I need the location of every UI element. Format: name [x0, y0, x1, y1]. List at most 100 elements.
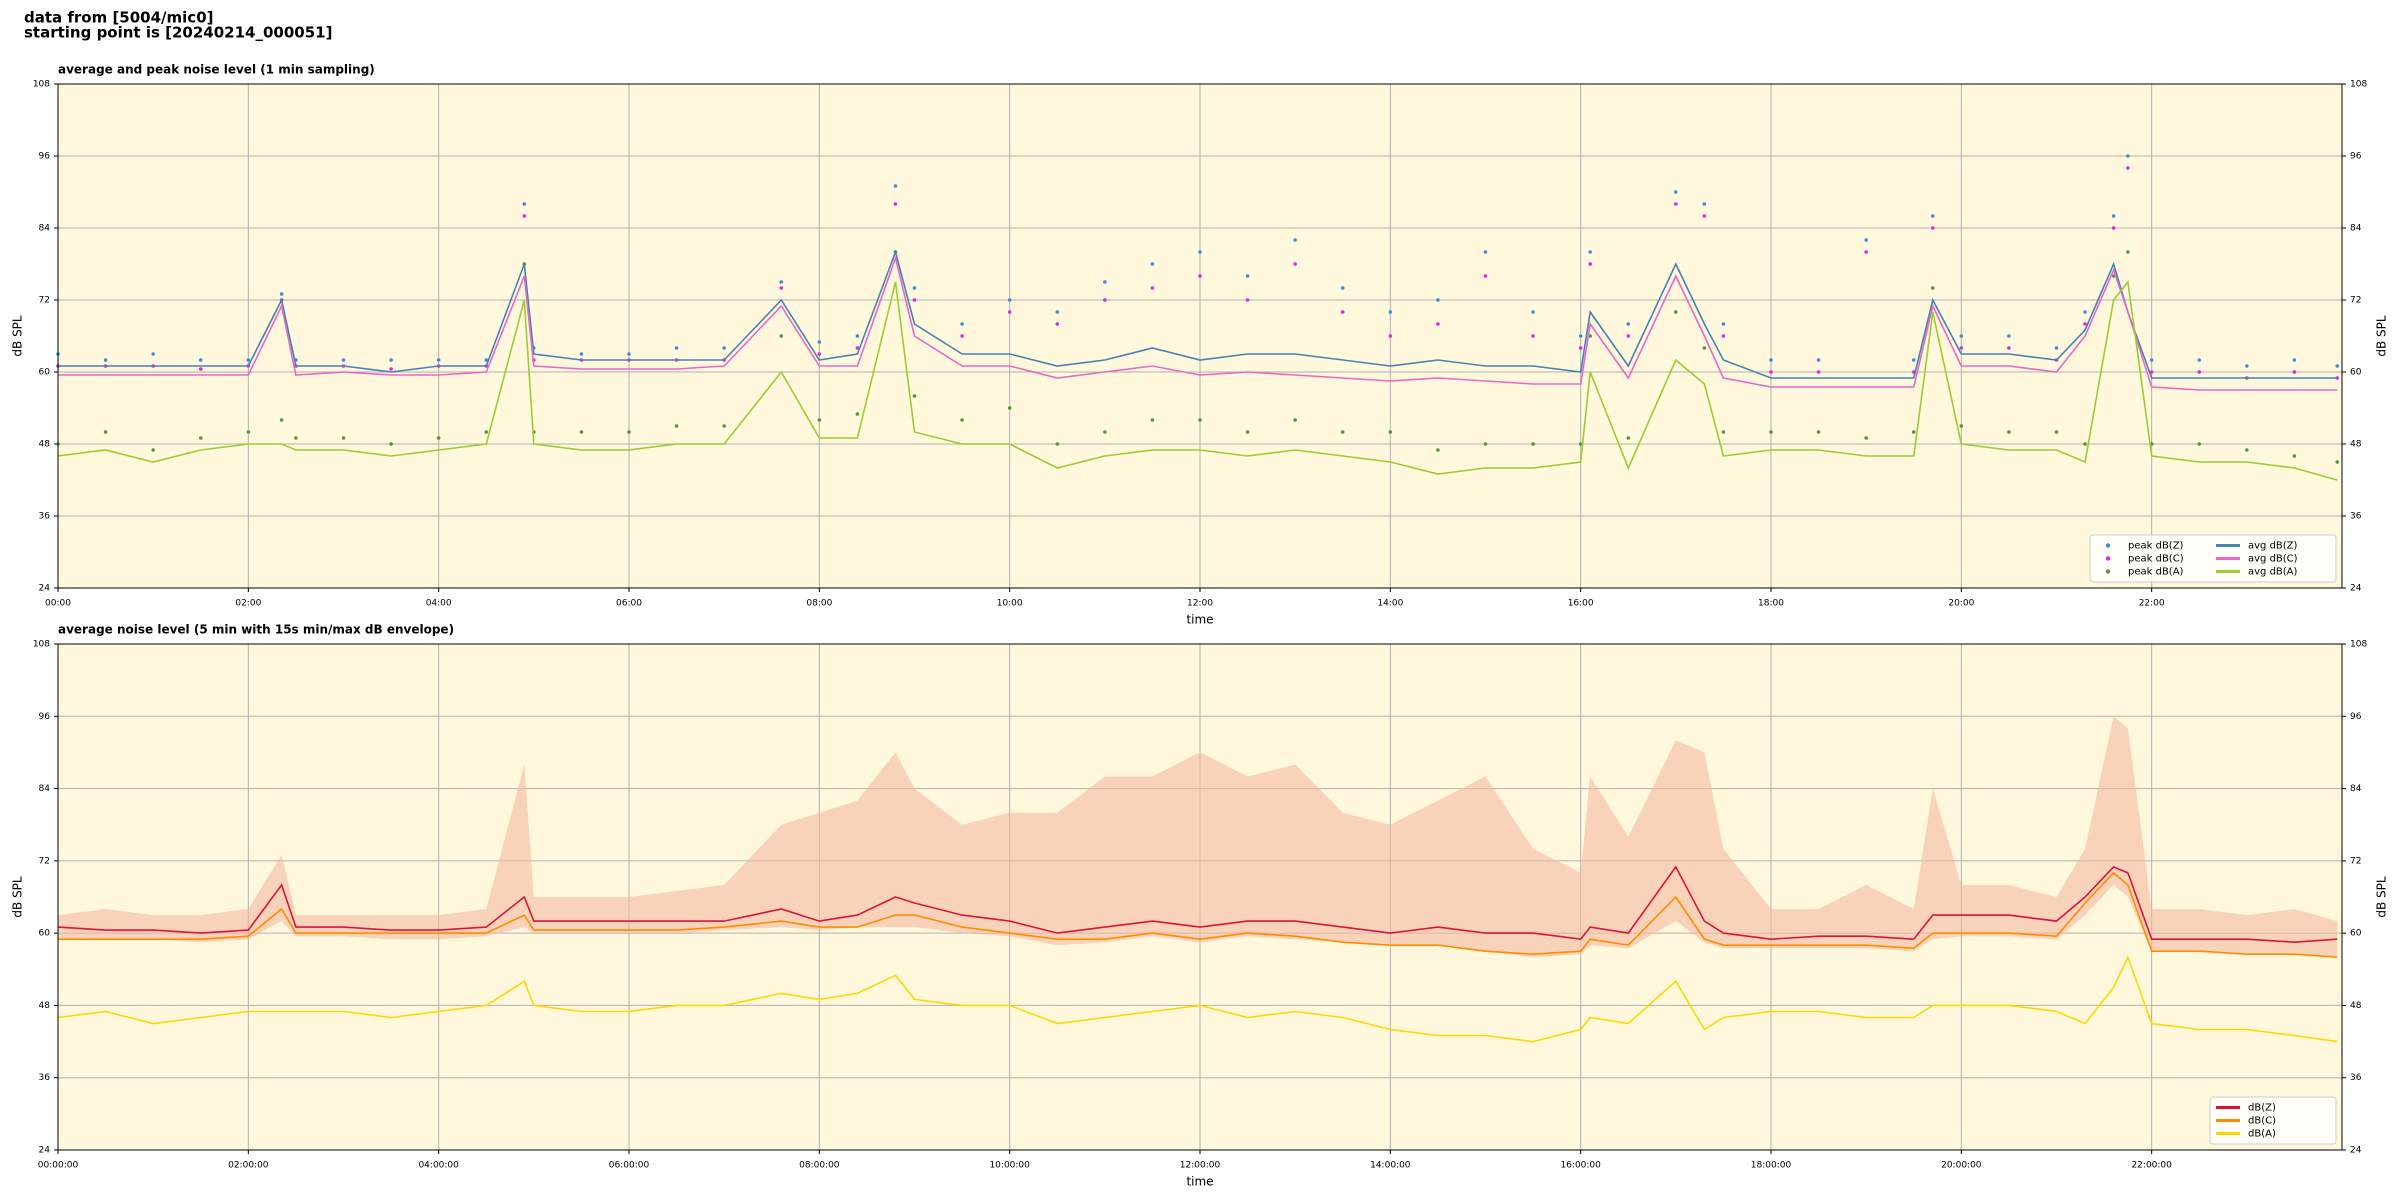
x-tick-label: 14:00 [1377, 599, 1403, 609]
y-tick-label: 24 [2350, 584, 2362, 594]
x-tick-label: 20:00 [1948, 599, 1974, 609]
peak-point [912, 394, 917, 398]
y-tick-label: 60 [2350, 929, 2362, 939]
y-tick-label: 48 [39, 440, 51, 450]
peak-point [960, 334, 964, 338]
y-tick-label: 84 [2350, 784, 2362, 794]
peak-point [2149, 358, 2154, 362]
legend-marker [2105, 569, 2111, 574]
peak-point [2126, 250, 2130, 254]
y-tick-label: 108 [2350, 80, 2367, 90]
x-tick-label: 04:00 [426, 599, 452, 609]
peak-point [722, 346, 726, 350]
peak-point [1388, 334, 1393, 338]
y-tick-label: 96 [39, 152, 51, 162]
peak-point [1388, 430, 1393, 434]
peak-point [722, 424, 726, 428]
peak-point [674, 424, 679, 428]
y-axis-label: dB SPL [2375, 876, 2389, 918]
y-tick-label: 72 [2350, 856, 2361, 866]
legend-label: peak dB(A) [2128, 567, 2184, 578]
peak-point [579, 352, 584, 356]
peak-point [484, 430, 489, 434]
peak-point [1816, 370, 1821, 374]
peak-point [1769, 370, 1773, 374]
peak-point [1483, 274, 1488, 278]
peak-point [2292, 358, 2297, 362]
y-tick-label: 72 [39, 856, 50, 866]
peak-point [2007, 346, 2011, 350]
header-line: starting point is [20240214_000051] [24, 24, 332, 42]
x-axis-label: time [1186, 613, 1213, 627]
peak-point [341, 358, 346, 362]
y-axis-label: dB SPL [11, 315, 25, 357]
peak-point [198, 436, 203, 440]
peak-point [389, 367, 393, 371]
peak-point [960, 418, 964, 422]
peak-point [1293, 418, 1297, 422]
peak-point [1816, 358, 1821, 362]
x-tick-label: 22:00:00 [2131, 1161, 2172, 1171]
peak-point [1769, 430, 1773, 434]
peak-point [1531, 310, 1535, 314]
peak-point [627, 352, 631, 356]
peak-point [1930, 226, 1935, 230]
peak-point [1769, 358, 1773, 362]
peak-point [1055, 442, 1060, 446]
x-tick-label: 10:00 [997, 599, 1023, 609]
y-tick-label: 60 [39, 368, 51, 378]
peak-point [674, 346, 679, 350]
peak-point [2054, 430, 2059, 434]
x-tick-label: 10:00:00 [989, 1161, 1030, 1171]
y-axis-label: dB SPL [11, 876, 25, 918]
peak-point [2292, 454, 2297, 458]
x-tick-label: 04:00:00 [418, 1161, 459, 1171]
peak-point [1007, 298, 1012, 302]
peak-point [960, 322, 964, 326]
peak-point [1674, 202, 1678, 206]
y-tick-label: 60 [2350, 368, 2362, 378]
y-tick-label: 96 [2350, 152, 2362, 162]
peak-point [1959, 424, 1964, 428]
peak-point [893, 202, 898, 206]
peak-point [1150, 286, 1155, 290]
y-tick-label: 48 [2350, 440, 2362, 450]
x-tick-label: 08:00:00 [799, 1161, 840, 1171]
peak-point [1930, 214, 1935, 218]
peak-point [2197, 442, 2202, 446]
peak-point [484, 358, 489, 362]
peak-point [279, 418, 284, 422]
chart-title: average and peak noise level (1 min samp… [58, 63, 375, 77]
peak-point [2126, 166, 2130, 170]
peak-point [1007, 310, 1012, 314]
peak-point [1103, 298, 1107, 302]
peak-point [2335, 364, 2340, 368]
legend-marker [2105, 543, 2111, 548]
peak-point [1578, 346, 1583, 350]
plot-frame [57, 83, 2343, 589]
peak-point [1007, 406, 1012, 410]
peak-point [1588, 250, 1592, 254]
peak-point [2111, 214, 2116, 218]
peak-point [579, 430, 584, 434]
peak-point [2292, 370, 2297, 374]
series-line [58, 871, 2338, 958]
y-tick-label: 96 [2350, 712, 2362, 722]
peak-point [103, 358, 108, 362]
peak-point [279, 292, 284, 296]
legend-label: avg dB(Z) [2248, 541, 2298, 552]
y-tick-label: 84 [2350, 224, 2362, 234]
peak-point [1150, 262, 1155, 266]
peak-point [151, 448, 155, 452]
peak-point [1483, 442, 1488, 446]
peak-point [389, 358, 393, 362]
peak-point [198, 367, 203, 371]
peak-point [1388, 310, 1393, 314]
peak-point [1702, 202, 1707, 206]
legend-box [2209, 1096, 2337, 1145]
peak-point [436, 436, 441, 440]
peak-point [2245, 364, 2249, 368]
peak-point [151, 352, 155, 356]
peak-point [2054, 346, 2059, 350]
